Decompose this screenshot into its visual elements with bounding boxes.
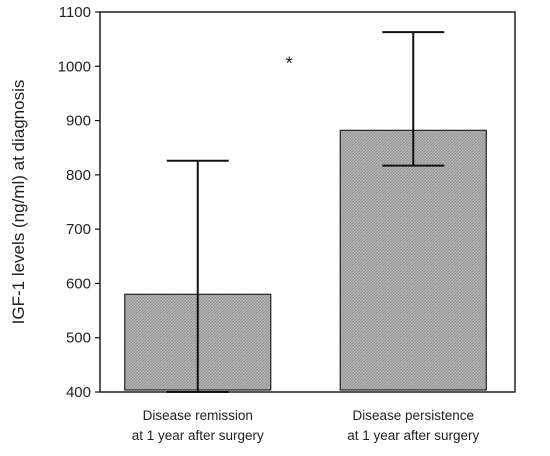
y-tick-label: 600 bbox=[66, 275, 91, 292]
plot-frame bbox=[99, 11, 516, 393]
y-tick-label: 900 bbox=[66, 113, 91, 130]
bar-2 bbox=[339, 129, 487, 391]
y-tick-label: 400 bbox=[66, 384, 91, 401]
significance-star: * bbox=[286, 54, 293, 74]
category-label-2-line-1: Disease persistence bbox=[352, 408, 474, 423]
y-axis-title: IGF-1 levels (ng/ml) at diagnosis bbox=[9, 80, 28, 325]
y-tick-label: 500 bbox=[66, 330, 91, 347]
y-tick-label: 1100 bbox=[59, 4, 91, 21]
y-tick-label: 800 bbox=[66, 167, 91, 184]
category-label-1-line-2: at 1 year after surgery bbox=[132, 428, 264, 443]
category-label-2-line-2: at 1 year after surgery bbox=[347, 428, 479, 443]
y-tick-label: 700 bbox=[66, 221, 91, 238]
y-tick-label: 1000 bbox=[58, 58, 91, 75]
category-label-1-line-1: Disease remission bbox=[143, 408, 253, 423]
